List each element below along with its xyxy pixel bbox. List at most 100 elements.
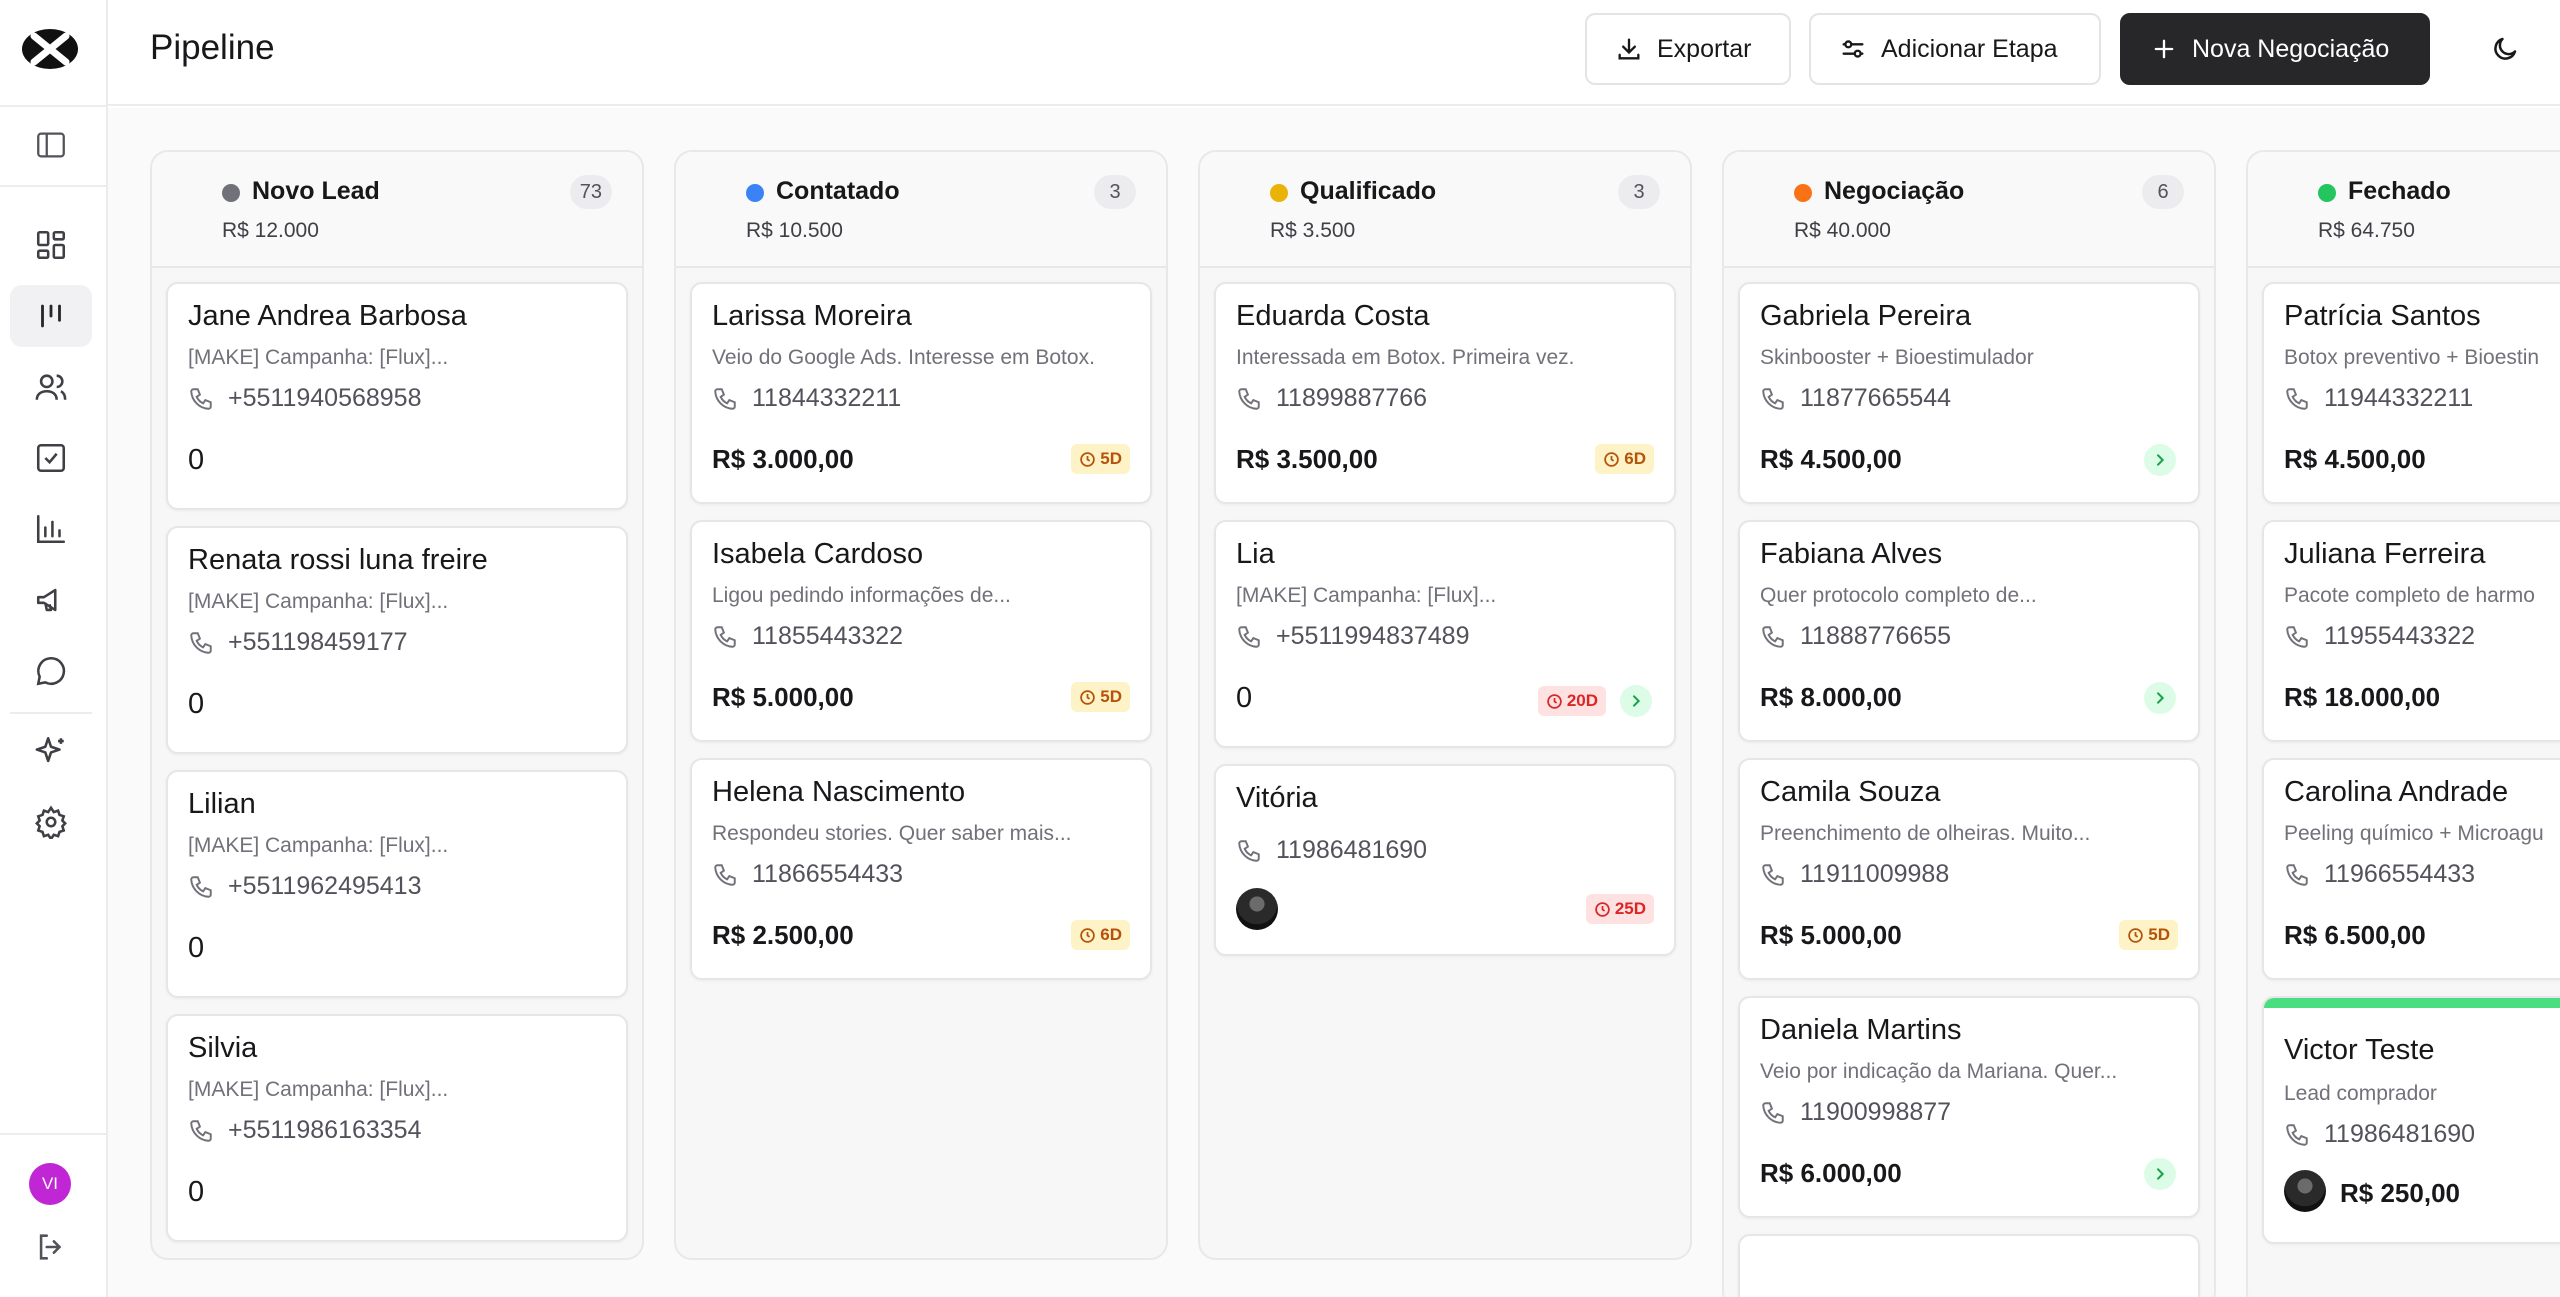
phone-icon <box>714 863 736 886</box>
clock-icon <box>1080 451 1096 467</box>
age-badge: 5D <box>1071 682 1130 712</box>
phone-number: 11986481690 <box>1276 836 1428 864</box>
advance-stage-chevron-right-icon[interactable] <box>2144 682 2176 714</box>
theme-toggle-moon-icon[interactable] <box>2480 24 2530 74</box>
card-name: Gabriela Pereira <box>1760 300 1972 332</box>
card-name: Juliana Ferreira <box>2284 538 2486 570</box>
phone-icon <box>2286 625 2308 648</box>
phone-number: 11844332211 <box>752 384 902 412</box>
clock-icon <box>1595 901 1610 917</box>
deal-card[interactable]: Vitória 11986481690 25D <box>1214 764 1676 956</box>
phone-number: 11899887766 <box>1276 384 1428 412</box>
deal-card[interactable]: Lilian [MAKE] Campanha: [Flux]... +55119… <box>166 770 628 998</box>
deal-card[interactable]: Carolina Andrade Peeling químico + Micro… <box>2262 758 2560 980</box>
users-icon[interactable] <box>10 356 92 418</box>
phone-icon <box>714 387 736 410</box>
age-badge: 5D <box>2119 920 2178 950</box>
phone-number: 11888776655 <box>1800 622 1952 650</box>
card-name: Vitória <box>1236 782 1318 814</box>
card-phone: 11955443322 <box>2284 622 2475 651</box>
advance-stage-chevron-right-icon[interactable] <box>1620 685 1652 717</box>
logo-icon[interactable] <box>20 26 80 72</box>
card-name: Larissa Moreira <box>712 300 912 332</box>
sidebar-toggle-icon[interactable] <box>10 114 92 176</box>
megaphone-icon[interactable] <box>10 569 92 631</box>
sliders-icon <box>1842 40 1864 58</box>
card-value: 0 <box>188 444 205 476</box>
reports-icon[interactable] <box>10 498 92 560</box>
deal-card[interactable]: Eduarda Costa Interessada em Botox. Prim… <box>1214 282 1676 504</box>
deal-card[interactable]: Fabiana Alves Quer protocolo completo de… <box>1738 520 2200 742</box>
deal-card[interactable]: Juliana Ferreira Pacote completo de harm… <box>2262 520 2560 742</box>
add-stage-label: Adicionar Etapa <box>1881 34 2058 63</box>
deal-card[interactable]: Isabela Cardoso Ligou pedindo informaçõe… <box>690 520 1152 742</box>
phone-number: +551198459177 <box>228 628 408 656</box>
new-deal-button[interactable]: Nova Negociação <box>2120 13 2430 85</box>
export-button[interactable]: Exportar <box>1585 13 1791 85</box>
card-description: Quer protocolo completo de... <box>1760 584 2037 607</box>
avatar[interactable]: VI <box>29 1163 71 1205</box>
phone-icon <box>1762 1101 1784 1124</box>
stage-dot <box>1270 184 1288 202</box>
logout-icon[interactable] <box>10 1216 92 1278</box>
age-label: 20D <box>1566 691 1598 710</box>
phone-number: 11955443322 <box>2324 622 2476 650</box>
deal-card[interactable]: Patrícia Santos Botox preventivo + Bioes… <box>2262 282 2560 504</box>
card-description: Botox preventivo + Bioestin <box>2284 346 2540 369</box>
card-name: Fabiana Alves <box>1760 538 1943 570</box>
deal-card[interactable]: Helena Nascimento Respondeu stories. Que… <box>690 758 1152 980</box>
sparkles-icon[interactable] <box>10 720 92 782</box>
card-description: Veio do Google Ads. Interesse em Botox. <box>712 346 1095 369</box>
phone-icon <box>1238 387 1260 410</box>
tasks-icon[interactable] <box>10 427 92 489</box>
deal-card[interactable]: Lia [MAKE] Campanha: [Flux]... +55119948… <box>1214 520 1676 748</box>
stage-dot <box>2318 184 2336 202</box>
card-name: Jane Andrea Barbosa <box>188 300 467 332</box>
avatar <box>2284 1170 2326 1212</box>
card-name: Carolina Andrade <box>2284 776 2509 808</box>
card-phone: +5511962495413 <box>188 872 422 901</box>
deal-card[interactable]: Renata rossi luna freire [MAKE] Campanha… <box>166 526 628 754</box>
avatar <box>1236 888 1278 930</box>
phone-number: 11900998877 <box>1800 1098 1952 1126</box>
deal-card[interactable]: Camila Souza Preenchimento de olheiras. … <box>1738 758 2200 980</box>
card-name: Lilian <box>188 788 256 820</box>
column-total: R$ 12.000 <box>222 219 319 242</box>
card-value: R$ 5.000,00 <box>712 682 854 712</box>
dashboard-icon[interactable] <box>10 214 92 276</box>
card-name: Victor Teste <box>2284 1034 2435 1066</box>
clock-icon <box>1080 927 1096 943</box>
settings-icon[interactable] <box>10 791 92 853</box>
card-phone: 11877665544 <box>1760 384 1951 413</box>
age-badge: 25D <box>1585 894 1654 924</box>
phone-icon <box>2286 387 2308 410</box>
card-name: Daniela Martins <box>1760 1014 1962 1046</box>
advance-stage-chevron-right-icon[interactable] <box>2144 444 2176 476</box>
kanban-icon[interactable] <box>10 285 92 347</box>
advance-stage-chevron-right-icon[interactable] <box>2144 1158 2176 1190</box>
card-description: Preenchimento de olheiras. Muito... <box>1760 822 2091 845</box>
deal-card[interactable]: Silvia [MAKE] Campanha: [Flux]... +55119… <box>166 1014 628 1242</box>
deal-card[interactable]: Victor Teste Lead comprador 11986481690 … <box>2262 996 2560 1244</box>
deal-card[interactable]: Jane Andrea Barbosa [MAKE] Campanha: [Fl… <box>166 282 628 510</box>
card-description: [MAKE] Campanha: [Flux]... <box>188 346 449 369</box>
age-badge: 6D <box>1071 920 1130 950</box>
column-novo-lead: Novo Lead 73 R$ 12.000 Jane Andrea Barbo… <box>150 150 644 1260</box>
column-header: Negociação 6 R$ 40.000 <box>1724 152 2214 268</box>
add-stage-button[interactable]: Adicionar Etapa <box>1809 13 2101 85</box>
card-name: Camila Souza <box>1760 776 1941 808</box>
deal-card[interactable]: Gabriela Pereira Skinbooster + Bioestimu… <box>1738 282 2200 504</box>
deal-card[interactable]: Daniela Martins Veio por indicação da Ma… <box>1738 996 2200 1218</box>
card-name: Lia <box>1236 538 1275 570</box>
card-phone: 11966554433 <box>2284 860 2475 889</box>
deal-card[interactable] <box>1738 1234 2200 1297</box>
phone-icon <box>1238 625 1260 648</box>
card-phone: 11900998877 <box>1760 1098 1951 1127</box>
phone-icon <box>1762 625 1784 648</box>
card-value: R$ 4.500,00 <box>2284 444 2426 474</box>
deal-card[interactable]: Larissa Moreira Veio do Google Ads. Inte… <box>690 282 1152 504</box>
age-badge: 6D <box>1595 444 1654 474</box>
card-phone: 11986481690 <box>2284 1120 2475 1149</box>
card-description: Respondeu stories. Quer saber mais... <box>712 822 1072 845</box>
chat-icon[interactable] <box>10 640 92 702</box>
